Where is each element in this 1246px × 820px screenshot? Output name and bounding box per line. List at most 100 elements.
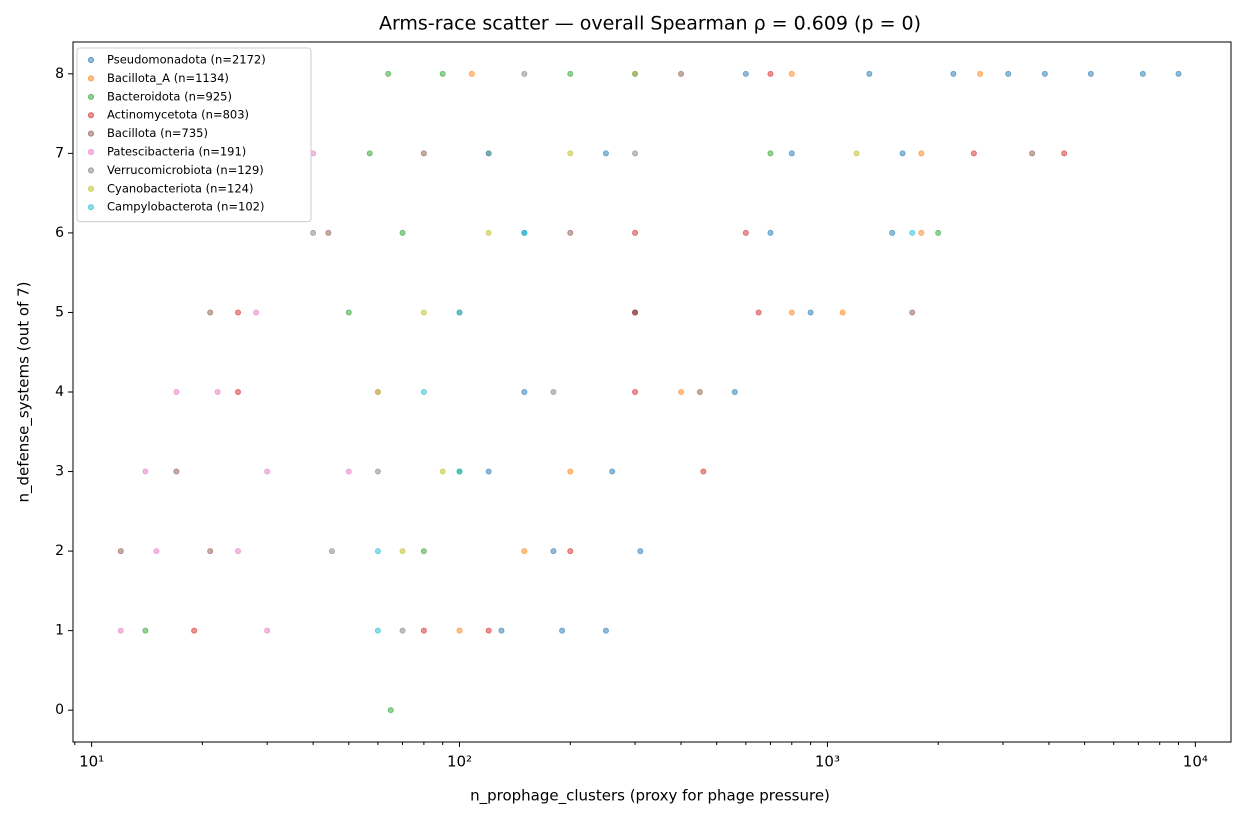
point [866,70,873,77]
point [235,548,242,555]
legend-marker [87,148,95,156]
legend-marker [87,93,95,100]
point [700,468,707,475]
point [909,309,916,316]
point [678,70,685,77]
point [253,309,260,316]
point [173,468,180,475]
point [807,309,814,316]
legend-box [76,47,312,223]
legend-marker [87,112,95,119]
point [632,150,639,157]
point [550,388,557,395]
point [696,388,703,395]
point [420,388,427,395]
chart-title: Arms-race scatter — overall Spearman ρ =… [379,13,921,35]
point [788,309,795,316]
point [742,70,749,77]
point [567,70,574,77]
point [1139,70,1146,77]
point [235,309,242,316]
point [345,309,352,316]
y-tick-label: 1 [55,623,64,639]
point [788,150,795,157]
point [264,468,271,475]
y-tick-label: 2 [55,543,64,559]
point [264,627,271,634]
point [420,627,427,634]
point [970,150,977,157]
point [950,70,957,77]
point [632,229,639,236]
y-tick-label: 7 [55,145,64,161]
legend-marker [87,130,95,137]
x-tick-label: 10⁴ [1183,753,1208,771]
point [521,388,528,395]
point [374,548,381,555]
point [399,229,406,236]
legend-label: Pseudomonadota (n=2172) [107,53,266,67]
point [456,468,463,475]
point [420,548,427,555]
point [767,150,774,157]
point [385,70,392,77]
legend-marker [87,56,95,64]
point [1061,150,1068,157]
point [173,388,180,395]
point [567,150,574,157]
y-tick-label: 8 [55,66,64,82]
point [328,548,335,555]
point [366,150,373,157]
point [839,309,846,316]
legend-label: Campylobacterota (n=102) [107,200,264,214]
point [468,70,475,77]
point [374,627,381,634]
x-axis-label: n_prophage_clusters (proxy for phage pre… [470,787,830,806]
point [767,70,774,77]
point [567,468,574,475]
point [567,548,574,555]
point [767,229,774,236]
point [918,229,925,236]
legend-marker [87,204,95,211]
point [117,627,124,634]
point [207,309,214,316]
point [420,309,427,316]
y-tick-label: 0 [55,702,64,718]
point [567,229,574,236]
point [637,548,644,555]
point [550,548,557,555]
point [1041,70,1048,77]
point [632,70,639,77]
point [909,229,916,236]
point [609,468,616,475]
legend-marker [87,167,95,174]
point [1175,70,1182,77]
x-tick-label: 10² [447,753,472,771]
point [559,627,566,634]
point [899,150,906,157]
x-tick-label: 10¹ [79,753,104,771]
point [485,229,492,236]
point [191,627,198,634]
point [485,468,492,475]
point [117,548,124,555]
y-tick-label: 3 [55,464,64,480]
point [977,70,984,77]
y-tick-label: 4 [55,384,64,400]
y-tick-label: 6 [55,225,64,241]
point [731,388,738,395]
point [439,70,446,77]
point [456,309,463,316]
point [214,388,221,395]
point [374,388,381,395]
x-tick-label: 10³ [815,753,840,771]
point [207,548,214,555]
point [345,468,352,475]
legend-label: Bacteroidota (n=925) [107,89,232,103]
point [439,468,446,475]
point [374,468,381,475]
point [153,548,160,555]
point [485,150,492,157]
